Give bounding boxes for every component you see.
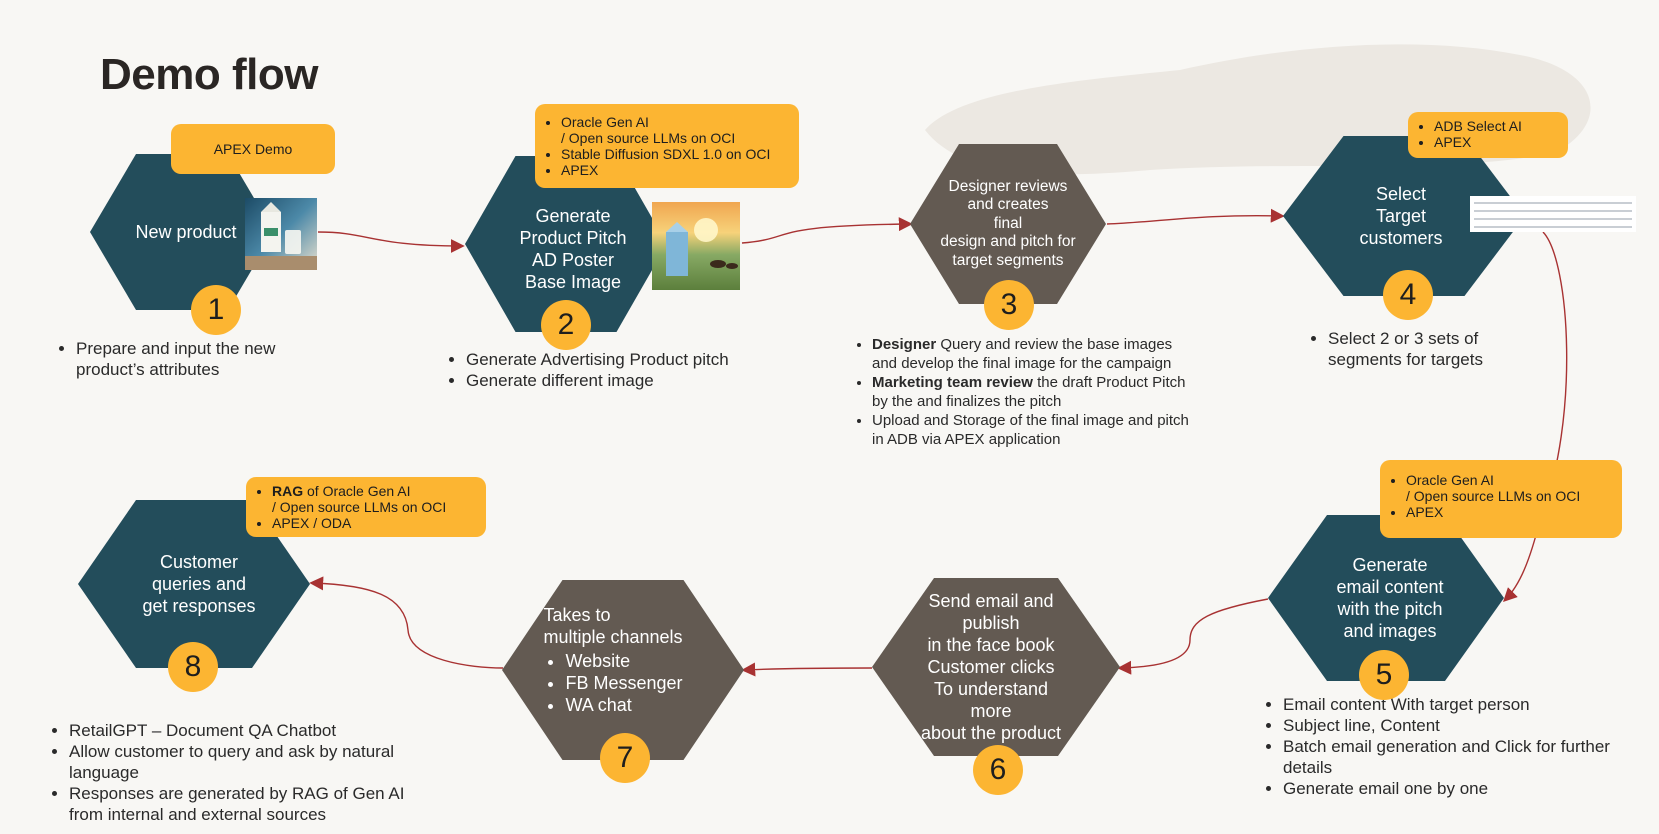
arrow-1-to-2 <box>317 231 465 253</box>
step-4-label-line: Target <box>1375 206 1427 226</box>
step-5-tag-item: Oracle Gen AI <box>1406 472 1622 488</box>
step-5-label-line: email content <box>1336 577 1444 597</box>
step-5-label-line: and images <box>1343 621 1437 641</box>
step-3-label-line: and creates <box>967 196 1049 214</box>
arrow-7-to-8 <box>309 576 504 669</box>
step-3-label-line: final <box>993 214 1023 232</box>
step-6-label-line: more <box>970 701 1012 721</box>
step-6-label-line: publish <box>962 613 1020 633</box>
step-4-tag-item: APEX <box>1434 134 1568 150</box>
step-5-tag-item: APEX <box>1406 504 1622 520</box>
step-7-channel: FB Messenger <box>565 672 682 694</box>
step-4-number: 4 <box>1383 270 1433 320</box>
step-6-label-line: To understand <box>933 679 1049 699</box>
step-2-note: Generate different image <box>466 370 790 391</box>
step-4-notes: Select 2 or 3 sets of segments for targe… <box>1292 328 1532 370</box>
page-title: Demo flow <box>100 50 318 99</box>
step-1-note: Prepare and input the new product’s attr… <box>76 338 340 380</box>
arrow-6-to-7 <box>741 662 873 677</box>
step-7-label-line: multiple channels <box>543 627 683 647</box>
step-3-label-line: design and pitch for <box>940 233 1076 251</box>
step-8-tag-item: APEX / ODA <box>272 515 486 531</box>
step-2-tag-item: APEX <box>561 162 799 178</box>
step-1-label: New product <box>135 222 237 242</box>
step-8-notes: RetailGPT – Document QA Chatbot Allow cu… <box>33 720 443 825</box>
step-6-label-line: about the product <box>920 723 1062 743</box>
step-5-note: Subject line, Content <box>1283 715 1657 736</box>
step-6-label-line: Send email and <box>928 591 1054 611</box>
step-1-notes: Prepare and input the new product’s attr… <box>40 338 340 380</box>
step-6-label-line: in the face book <box>927 635 1055 655</box>
step-4-label-line: customers <box>1359 228 1443 248</box>
step-2-label-line: Base Image <box>524 272 622 292</box>
arrow-5-to-6 <box>1117 598 1269 675</box>
step-8-number: 8 <box>168 642 218 692</box>
step-3-note: Marketing team review the draft Product … <box>872 373 1194 411</box>
step-2-tag-item: Stable Diffusion SDXL 1.0 on OCI <box>561 146 799 162</box>
step-5-tag-item: / Open source LLMs on OCI <box>1406 488 1581 504</box>
step-2-tag-item: / Open source LLMs on OCI <box>561 130 736 146</box>
step-4-note: Select 2 or 3 sets of segments for targe… <box>1328 328 1532 370</box>
step-8-label-line: get responses <box>142 596 256 616</box>
step-6-label-line: Customer clicks <box>927 657 1055 677</box>
step-2-label-line: AD Poster <box>531 250 615 270</box>
step-8-tag: RAG of Oracle Gen AI / Open source LLMs … <box>246 477 486 537</box>
step-1-number: 1 <box>191 285 241 335</box>
step-2-tag-item: Oracle Gen AI <box>561 114 799 130</box>
step-5-number: 5 <box>1359 650 1409 700</box>
arrow-4-to-5 <box>1503 231 1568 602</box>
step-5-label-line: Generate <box>1352 555 1428 575</box>
step-3-label-line: target segments <box>952 251 1064 269</box>
arrow-2-to-3 <box>741 217 913 244</box>
customer-table-thumbnail-icon <box>1470 196 1636 232</box>
milk-poster-photo-icon <box>652 202 740 290</box>
step-4-label-line: Select <box>1375 184 1427 204</box>
step-2-tag: Oracle Gen AI / Open source LLMs on OCI … <box>535 104 799 188</box>
step-7-channel: Website <box>565 650 682 672</box>
step-7-label-line: Takes to <box>543 605 611 625</box>
milk-carton-photo-icon <box>245 198 317 270</box>
step-5-notes: Email content With target person Subject… <box>1247 694 1657 799</box>
step-5-note: Batch email generation and Click for fur… <box>1283 736 1657 778</box>
step-5-label-line: with the pitch <box>1337 599 1443 619</box>
step-8-tag-item: RAG of Oracle Gen AI <box>272 483 486 499</box>
step-2-notes: Generate Advertising Product pitch Gener… <box>430 349 790 391</box>
step-7-number: 7 <box>600 733 650 783</box>
step-2-number: 2 <box>541 300 591 350</box>
step-3-note: Designer Query and review the base image… <box>872 335 1194 373</box>
step-5-tag: Oracle Gen AI / Open source LLMs on OCI … <box>1380 460 1622 538</box>
step-3-number: 3 <box>984 280 1034 330</box>
step-8-note: RetailGPT – Document QA Chatbot <box>69 720 443 741</box>
step-2-note: Generate Advertising Product pitch <box>466 349 790 370</box>
step-8-label-line: queries and <box>151 574 247 594</box>
step-8-note: Allow customer to query and ask by natur… <box>69 741 443 783</box>
step-3-notes: Designer Query and review the base image… <box>834 335 1194 449</box>
step-8-tag-item: / Open source LLMs on OCI <box>272 499 447 515</box>
step-2-label-line: Product Pitch <box>519 228 627 248</box>
step-7-channel: WA chat <box>565 694 682 716</box>
step-3-label-line: Designer reviews <box>948 177 1068 195</box>
step-6-number: 6 <box>973 745 1023 795</box>
step-5-note: Email content With target person <box>1283 694 1657 715</box>
step-8-note: Responses are generated by RAG of Gen AI… <box>69 783 443 825</box>
step-8-label-line: Customer <box>159 552 238 572</box>
arrow-3-to-4 <box>1106 208 1285 225</box>
step-4-tag: ADB Select AI APEX <box>1408 112 1568 158</box>
step-2-label-line: Generate <box>535 206 611 226</box>
step-5-note: Generate email one by one <box>1283 778 1657 799</box>
step-7-channel-list: Website FB Messenger WA chat <box>543 650 682 716</box>
step-1-tag: APEX Demo <box>171 124 335 174</box>
step-4-tag-item: ADB Select AI <box>1434 118 1568 134</box>
step-3-note: Upload and Storage of the final image an… <box>872 411 1194 449</box>
